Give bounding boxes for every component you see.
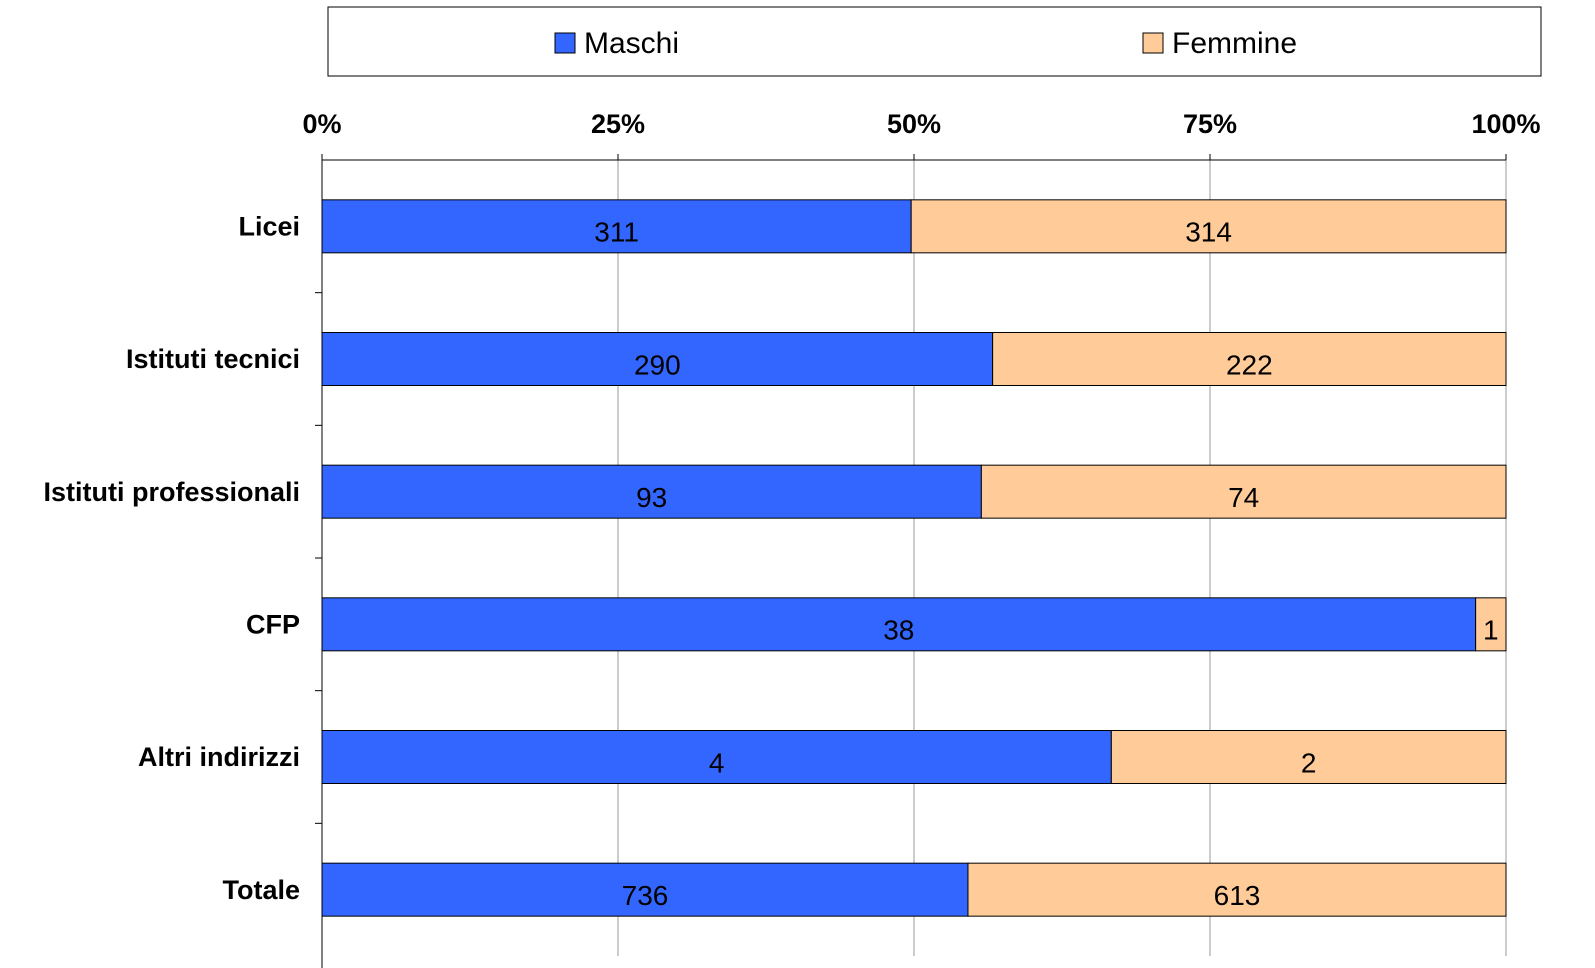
data-label: 736 — [622, 880, 669, 911]
legend-label: Maschi — [584, 27, 679, 60]
data-label: 222 — [1226, 349, 1273, 380]
data-label: 314 — [1185, 217, 1232, 248]
x-tick-label: 25% — [591, 109, 645, 139]
bar-segment — [321, 597, 1477, 652]
y-tick-label: Istituti professionali — [43, 477, 300, 507]
bar-segment — [992, 332, 1507, 386]
bar-segment — [980, 464, 1507, 519]
bar-segment — [910, 199, 1507, 254]
data-label: 93 — [636, 482, 667, 513]
x-tick-label: 100% — [1471, 109, 1540, 139]
bar-segment — [1110, 730, 1507, 784]
bar-segment — [967, 862, 1507, 917]
legend-swatch — [554, 32, 576, 54]
bar-segment — [321, 862, 969, 917]
y-tick-label: Licei — [238, 211, 300, 241]
x-tick-label: 50% — [887, 109, 941, 139]
data-label: 1 — [1483, 615, 1499, 646]
y-tick-label: Altri indirizzi — [138, 742, 300, 772]
data-label: 4 — [709, 747, 725, 778]
bar-segment — [321, 199, 912, 254]
bar-segment — [321, 730, 1112, 784]
bar-segment — [321, 332, 994, 386]
legend-label: Femmine — [1172, 27, 1297, 60]
y-tick-label: CFP — [246, 609, 300, 639]
y-tick-label: Istituti tecnici — [126, 344, 300, 374]
data-label: 2 — [1301, 747, 1317, 778]
bar-segment — [1475, 597, 1507, 652]
data-label: 74 — [1228, 482, 1259, 513]
legend-swatch — [1142, 32, 1164, 54]
x-tick-label: 0% — [302, 109, 341, 139]
x-tick-label: 75% — [1183, 109, 1237, 139]
bar-segment — [321, 464, 982, 519]
data-label: 290 — [634, 349, 681, 380]
data-label: 311 — [594, 217, 639, 248]
data-label: 38 — [883, 615, 914, 646]
data-label: 613 — [1214, 880, 1261, 911]
y-tick-label: Totale — [222, 875, 300, 905]
legend-box — [327, 6, 1542, 77]
